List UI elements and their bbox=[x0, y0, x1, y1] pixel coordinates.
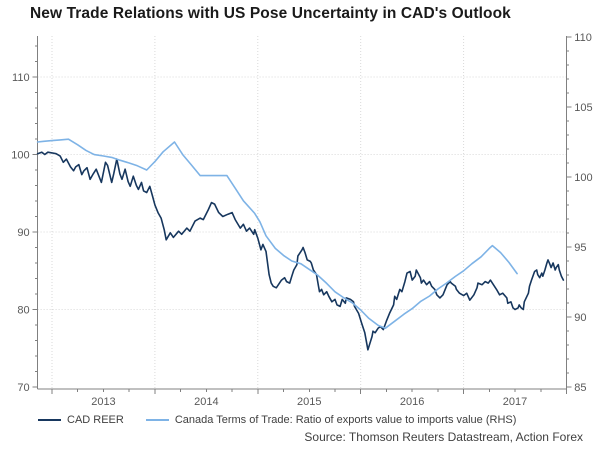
right-axis-tick-label: 90 bbox=[574, 312, 586, 324]
left-axis-tick-label: 80 bbox=[17, 304, 29, 316]
terms-of-trade-line-swatch-icon bbox=[145, 418, 169, 422]
legend-item-cad-reer: CAD REER bbox=[38, 414, 124, 426]
series bbox=[36, 138, 565, 351]
x-axis-year-label: 2017 bbox=[503, 396, 527, 408]
legend: CAD REER Canada Terms of Trade: Ratio of… bbox=[38, 414, 516, 426]
x-axis-year-label: 2016 bbox=[400, 396, 424, 408]
legend-item-terms-of-trade: Canada Terms of Trade: Ratio of exports … bbox=[145, 414, 517, 426]
series-line-terms-of-trade bbox=[36, 138, 518, 330]
chart-title: New Trade Relations with US Pose Uncerta… bbox=[30, 5, 511, 22]
axes bbox=[32, 36, 572, 394]
left-axis-tick-label: 110 bbox=[12, 72, 30, 84]
right-axis-tick-label: 100 bbox=[574, 172, 592, 184]
right-axis-tick-label: 95 bbox=[574, 242, 586, 254]
right-axis-tick-label: 105 bbox=[574, 102, 592, 114]
gridlines bbox=[37, 36, 567, 389]
x-axis-year-label: 2013 bbox=[91, 396, 115, 408]
x-axis-year-label: 2014 bbox=[194, 396, 218, 408]
legend-label-terms-of-trade: Canada Terms of Trade: Ratio of exports … bbox=[174, 414, 517, 426]
legend-label-cad-reer: CAD REER bbox=[67, 414, 124, 426]
right-axis-tick-label: 85 bbox=[574, 382, 586, 394]
tick-labels: 70 80 90 100 110 85 90 95 100 105 110 2013 2014 2015 2… bbox=[11, 32, 592, 408]
series-line-cad-reer bbox=[36, 151, 565, 351]
x-axis-year-label: 2015 bbox=[297, 396, 321, 408]
left-axis-tick-label: 100 bbox=[11, 149, 29, 161]
left-axis-tick-label: 70 bbox=[17, 382, 29, 394]
right-axis-tick-label: 110 bbox=[574, 32, 592, 44]
left-axis-tick-label: 90 bbox=[17, 227, 29, 239]
source-attribution: Source: Thomson Reuters Datastream, Acti… bbox=[304, 430, 583, 444]
cad-reer-line-swatch-icon bbox=[38, 418, 61, 422]
